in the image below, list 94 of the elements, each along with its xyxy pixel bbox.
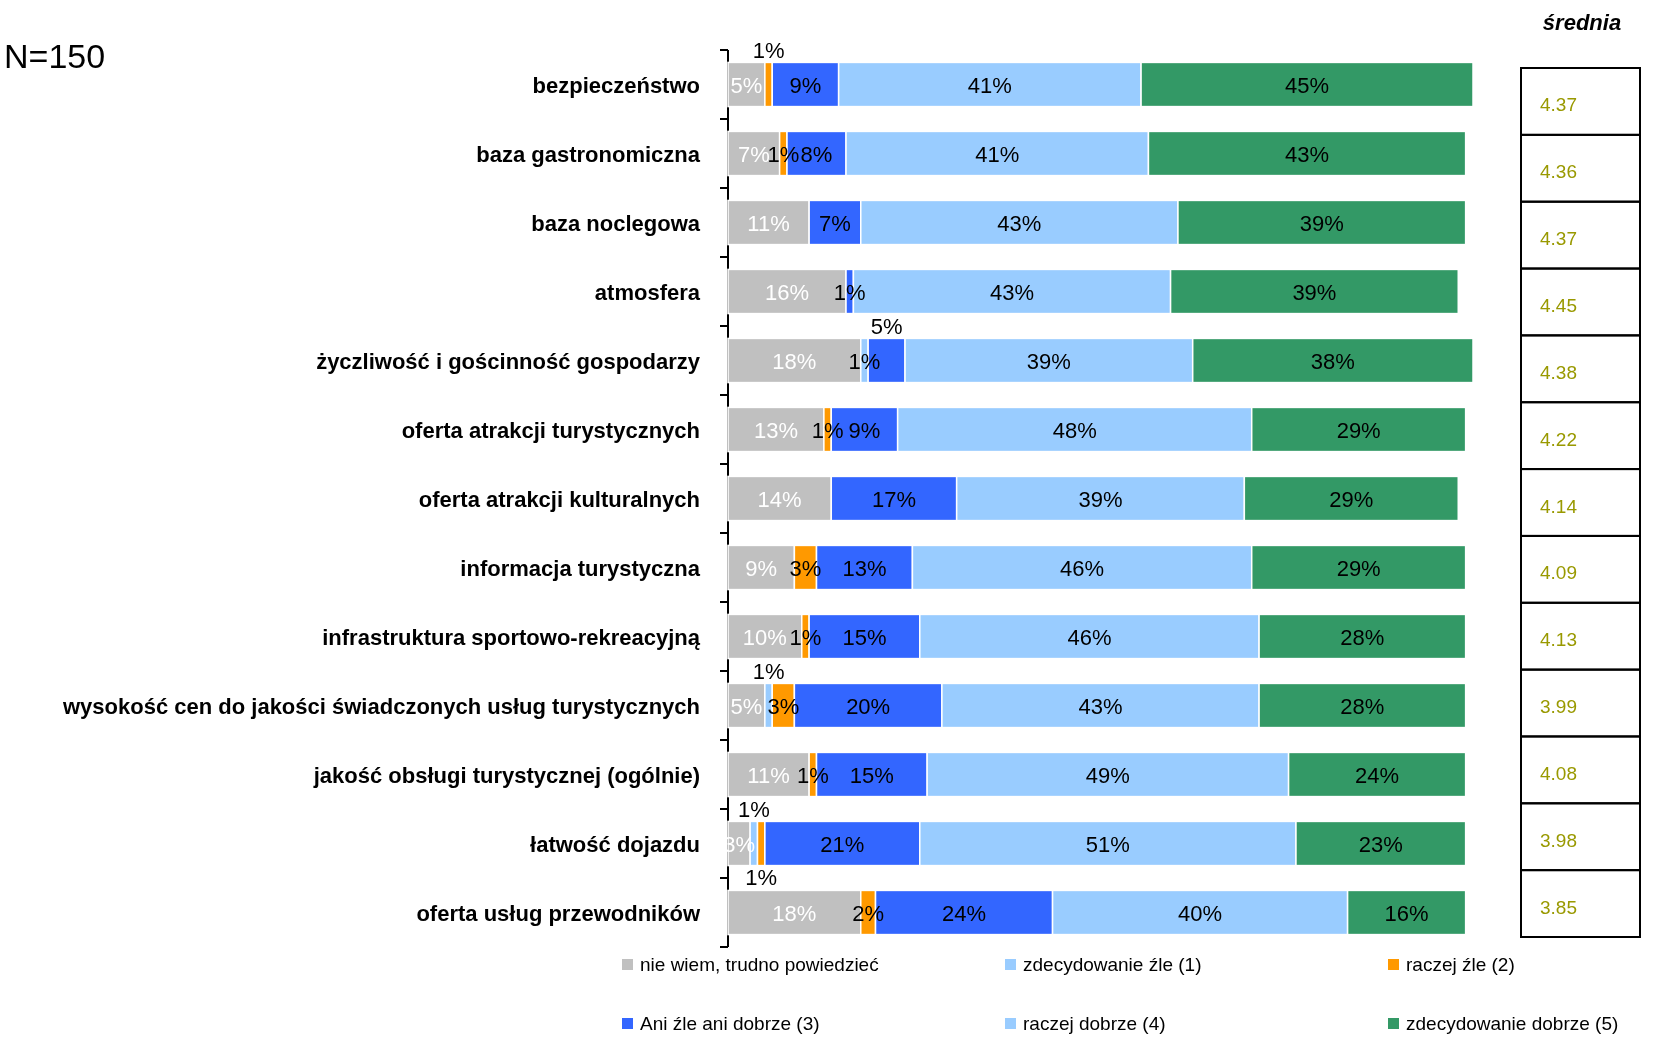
data-label: 11% [747, 762, 790, 788]
data-label: 4.13 [1540, 629, 1577, 651]
data-label: 1% [833, 279, 866, 305]
data-label: 11% [747, 210, 790, 236]
data-label: 1% [811, 417, 844, 443]
data-label: 41% [975, 141, 1020, 167]
text: N=150 [4, 37, 106, 75]
y-tick-label: jakość obsługi turystycznej (ogólnie) [312, 762, 700, 788]
data-label: 29% [1329, 486, 1374, 512]
data-label: 1% [737, 797, 770, 823]
data-label: 43% [1078, 693, 1123, 719]
data-label: 18% [772, 900, 817, 926]
data-label: 38% [1310, 348, 1355, 374]
data-label: 51% [1085, 831, 1130, 857]
legend-label: zdecydowanie źle (1) [1023, 954, 1202, 975]
data-label: 8% [800, 141, 833, 167]
data-label: 28% [1340, 624, 1385, 650]
data-label: 16% [1384, 900, 1429, 926]
data-label: 1% [745, 864, 778, 890]
data-label: 9% [848, 417, 881, 443]
data-label: 17% [871, 486, 916, 512]
data-label: 39% [1292, 279, 1337, 305]
y-tick-label: oferta usług przewodników [416, 900, 701, 926]
data-label: 4.38 [1540, 361, 1577, 383]
data-label: 39% [1299, 210, 1344, 236]
data-label: 3.85 [1540, 896, 1577, 918]
data-label: 1% [789, 624, 822, 650]
data-label: 39% [1078, 486, 1123, 512]
data-label: 1% [752, 38, 785, 64]
data-label: 41% [967, 72, 1012, 98]
legend-label: nie wiem, trudno powiedzieć [640, 954, 879, 975]
data-label: 43% [1285, 141, 1330, 167]
data-label: 16% [764, 279, 810, 305]
y-tick-label: baza gastronomiczna [476, 141, 701, 167]
data-label: 7% [737, 141, 770, 167]
data-label: 3.99 [1540, 696, 1577, 718]
data-label: 4.09 [1540, 562, 1577, 584]
data-label: 23% [1358, 831, 1403, 857]
data-label: 14% [757, 486, 802, 512]
data-label: 1% [796, 762, 829, 788]
data-label: 40% [1178, 900, 1223, 926]
data-label: 4.08 [1540, 762, 1577, 784]
data-label: 21% [820, 831, 865, 857]
data-label: 46% [1060, 555, 1105, 581]
legend-label: raczej dobrze (4) [1023, 1013, 1166, 1034]
y-tick-label: łatwość dojazdu [530, 831, 700, 857]
data-label: 3.98 [1540, 829, 1577, 851]
y-tick-label: bezpieczeństwo [532, 72, 700, 98]
data-label: 2% [852, 900, 885, 926]
data-label: 4.45 [1540, 294, 1577, 316]
y-tick-label: informacja turystyczna [460, 555, 701, 581]
data-label: 9% [745, 555, 778, 581]
data-label: 4.37 [1540, 228, 1577, 250]
data-label: 7% [819, 210, 851, 236]
data-label: 45% [1285, 72, 1330, 98]
y-tick-label: oferta atrakcji turystycznych [401, 417, 700, 443]
y-tick-label: życzliwość i gościnność gospodarzy [316, 348, 701, 374]
y-tick-label: baza noclegowa [531, 210, 701, 236]
legend-label: zdecydowanie dobrze (5) [1406, 1013, 1619, 1034]
y-tick-label: wysokość cen do jakości świadczonych usług turystycznych [62, 693, 700, 719]
text: średnia [1542, 10, 1622, 35]
data-label: 4.36 [1540, 161, 1577, 183]
data-label: 24% [942, 900, 987, 926]
data-label: 9% [789, 72, 822, 98]
data-label: 49% [1085, 762, 1130, 788]
data-label: 46% [1067, 624, 1112, 650]
data-label: 48% [1052, 417, 1097, 443]
data-label: 5% [870, 314, 903, 340]
data-label: 5% [730, 693, 763, 719]
data-label: 28% [1340, 693, 1385, 719]
legend-label: Ani źle ani dobrze (3) [640, 1013, 820, 1034]
y-tick-label: infrastruktura sportowo-rekreacyjną [322, 624, 701, 650]
data-label: 43% [989, 279, 1035, 305]
data-label: 18% [772, 348, 817, 374]
data-label: 4.22 [1540, 428, 1577, 450]
data-label: 13% [753, 417, 798, 443]
data-label: 29% [1336, 417, 1381, 443]
y-tick-label: atmosfera [594, 279, 701, 305]
data-label: 43% [997, 210, 1042, 236]
data-label: 4.14 [1540, 495, 1578, 517]
data-label: 10% [742, 624, 787, 650]
data-label: 1% [848, 348, 881, 374]
data-label: 39% [1026, 348, 1071, 374]
legend-label: raczej źle (2) [1406, 954, 1515, 975]
y-tick-label: oferta atrakcji kulturalnych [418, 486, 700, 512]
data-label: 20% [846, 693, 891, 719]
data-label: 4.37 [1540, 94, 1577, 116]
data-label: 24% [1355, 762, 1400, 788]
data-label: 15% [842, 624, 887, 650]
data-label: 15% [849, 762, 894, 788]
data-label: 29% [1336, 555, 1381, 581]
data-label: 5% [730, 72, 763, 98]
data-label: 13% [842, 555, 887, 581]
data-label: 1% [752, 659, 785, 685]
